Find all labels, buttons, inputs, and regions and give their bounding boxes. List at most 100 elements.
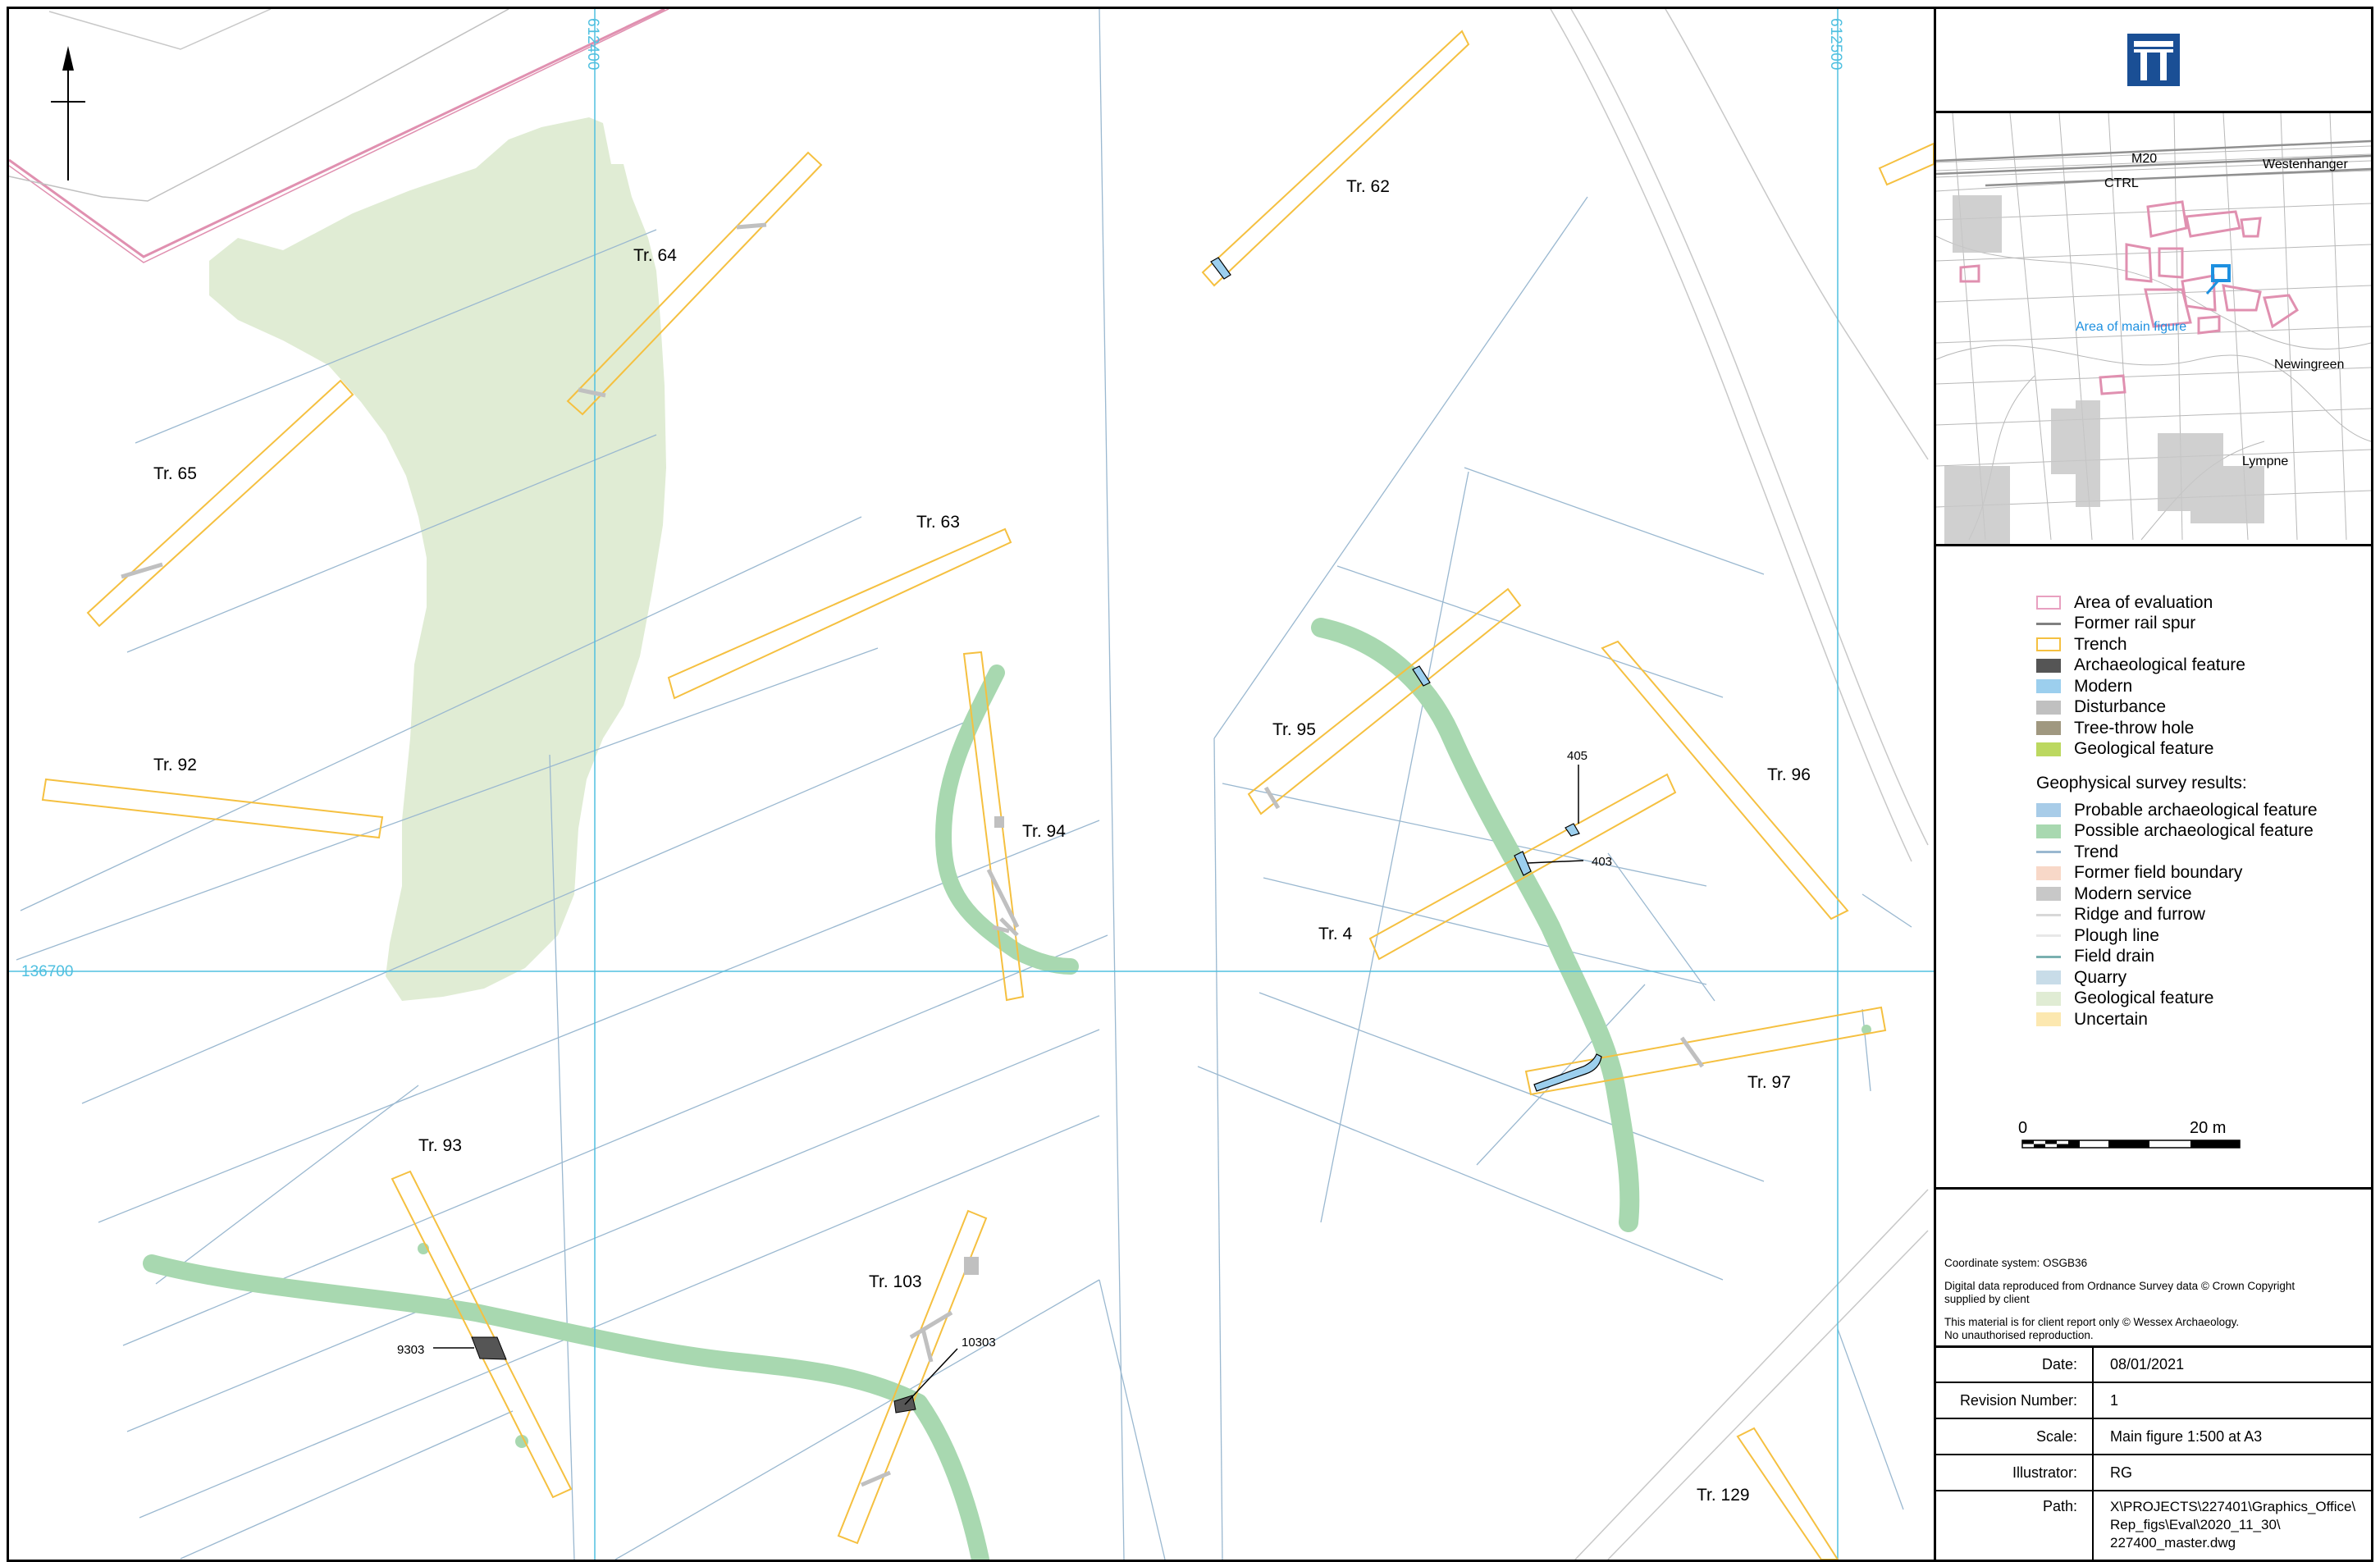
- inset-label-ctrl: CTRL: [2104, 176, 2139, 190]
- legend-item: Uncertain: [2036, 1009, 2371, 1030]
- legend-item: Quarry: [2036, 967, 2371, 989]
- illustrator-row: Illustrator: RG: [1936, 1455, 2371, 1491]
- legend-label: Trend: [2074, 842, 2119, 861]
- legend-item: Ridge and furrow: [2036, 905, 2371, 926]
- feature-9303: [471, 1336, 507, 1360]
- trench-62: [1201, 30, 1470, 287]
- title-block: Date: 08/01/2021 Revision Number: 1 Scal…: [1936, 1348, 2371, 1562]
- map-frame: [7, 7, 2373, 1562]
- trench-label-97: Tr. 97: [1747, 1073, 1791, 1092]
- date-value: 08/01/2021: [2110, 1356, 2185, 1372]
- legend-swatch: [2036, 971, 2061, 985]
- trench-label-92: Tr. 92: [153, 756, 197, 774]
- legend-swatch: [2036, 887, 2061, 902]
- legend-label: Former rail spur: [2074, 614, 2196, 633]
- legend-swatch: [2036, 803, 2061, 818]
- os-copyright: Digital data reproduced from Ordnance Su…: [1944, 1280, 2371, 1306]
- trench-label-95: Tr. 95: [1272, 720, 1316, 739]
- disturbance-features: [121, 222, 1705, 1487]
- trench-129: [1736, 1427, 1839, 1560]
- legend-item: Tree-throw hole: [2036, 718, 2371, 739]
- legend-item: Area of evaluation: [2036, 592, 2371, 614]
- legend-swatch: [2036, 637, 2061, 652]
- legend-item: Field drain: [2036, 947, 2371, 968]
- trench-93: [391, 1170, 573, 1499]
- trench-label-64: Tr. 64: [633, 246, 677, 265]
- legend-label: Area of evaluation: [2074, 592, 2213, 612]
- report-copyright-line1: This material is for client report only …: [1944, 1316, 2240, 1328]
- inset-map: M20 Westenhanger CTRL Newingreen Lympne …: [1935, 112, 2372, 544]
- legend-item: Disturbance: [2036, 697, 2371, 719]
- coordinate-system: Coordinate system: OSGB36: [1944, 1257, 2088, 1269]
- possible-feature-dot: [1862, 1025, 1871, 1034]
- possible-feature-dot: [515, 1435, 528, 1448]
- feature-label-9303: 9303: [397, 1343, 424, 1357]
- path-value: X\PROJECTS\227401\Graphics_Office\ Rep_f…: [2094, 1491, 2355, 1562]
- legend-swatch: [2036, 851, 2061, 854]
- inset-label-area: Area of main figure: [2076, 320, 2186, 334]
- trench-label-62: Tr. 62: [1346, 177, 1390, 196]
- trench-63: [667, 528, 1012, 700]
- possible-archaeological-features: [143, 618, 1640, 1560]
- wessex-logo-icon: [2127, 34, 2180, 86]
- legend-swatch: [2036, 742, 2061, 756]
- legend-swatch: [2036, 700, 2061, 715]
- legend-label: Trench: [2074, 634, 2127, 654]
- path-row: Path: X\PROJECTS\227401\Graphics_Office\…: [1936, 1491, 2371, 1562]
- trench-label-65: Tr. 65: [153, 464, 197, 483]
- legend-item: Former rail spur: [2036, 614, 2371, 635]
- scale-bar: 0 20 m: [2017, 1117, 2248, 1161]
- os-copyright-line2: supplied by client: [1944, 1293, 2030, 1305]
- report-copyright: This material is for client report only …: [1944, 1316, 2371, 1342]
- legend-swatch: [2036, 658, 2061, 673]
- scale-label: Scale:: [1936, 1419, 2094, 1454]
- legend-item: Trend: [2036, 842, 2371, 863]
- area-of-main-figure-box: [2211, 264, 2231, 282]
- revision-value: 1: [2110, 1392, 2119, 1409]
- grid-label-northing: 136700: [21, 963, 73, 980]
- legend-swatch: [2036, 1012, 2061, 1027]
- feature-label-10303: 10303: [962, 1336, 996, 1350]
- grid-label-easting-2: 612500: [1827, 18, 1844, 70]
- legend-geophysics-heading: Geophysical survey results:: [2036, 774, 2247, 792]
- illustrator-value: RG: [2110, 1464, 2132, 1481]
- inset-label-m20: M20: [2131, 152, 2157, 166]
- path-line2: Rep_figs\Eval\2020_11_30\: [2110, 1517, 2281, 1532]
- legend-swatch: [2036, 721, 2061, 736]
- grid-lines: [9, 9, 1934, 1560]
- legend-item: Archaeological feature: [2036, 655, 2371, 677]
- legend-label: Former field boundary: [2074, 863, 2243, 883]
- revision-label: Revision Number:: [1936, 1383, 2094, 1418]
- legend-item: Modern service: [2036, 884, 2371, 905]
- path-line1: X\PROJECTS\227401\Graphics_Office\: [2110, 1499, 2356, 1514]
- path-line3: 227400_master.dwg: [2110, 1535, 2236, 1551]
- legend-label: Modern service: [2074, 884, 2192, 903]
- copyright-notes: Coordinate system: OSGB36 Digital data r…: [1936, 1190, 2371, 1345]
- legend-swatch: [2036, 679, 2061, 694]
- legend-swatch: [2036, 622, 2061, 625]
- legend-label: Tree-throw hole: [2074, 718, 2195, 738]
- legend-swatch: [2036, 596, 2061, 610]
- legend-label: Field drain: [2074, 947, 2155, 966]
- legend-label: Plough line: [2074, 925, 2159, 945]
- date-label: Date:: [1936, 1348, 2094, 1382]
- legend-item: Geological feature: [2036, 989, 2371, 1010]
- legend-label: Quarry: [2074, 967, 2127, 987]
- inset-label-lympne: Lympne: [2242, 454, 2288, 468]
- trench-97: [1524, 1006, 1887, 1096]
- legend-label: Ridge and furrow: [2074, 905, 2205, 925]
- trench-label-103: Tr. 103: [869, 1272, 922, 1291]
- feature-label-405: 405: [1567, 749, 1587, 763]
- legend-label: Disturbance: [2074, 697, 2167, 717]
- legend-label: Possible archaeological feature: [2074, 821, 2314, 841]
- trench-top-right: [1878, 142, 1934, 186]
- legend-swatch: [2036, 934, 2061, 938]
- grid-label-easting-1: 612400: [584, 18, 601, 70]
- feature-leader-lines: [433, 765, 1584, 1405]
- os-copyright-line1: Digital data reproduced from Ordnance Su…: [1944, 1280, 2295, 1292]
- legend-label: Modern: [2074, 676, 2133, 696]
- trench-label-93: Tr. 93: [418, 1136, 462, 1155]
- logo-box: [1936, 9, 2371, 111]
- disturbance-patch: [994, 816, 1004, 828]
- legend-label: Geological feature: [2074, 739, 2214, 759]
